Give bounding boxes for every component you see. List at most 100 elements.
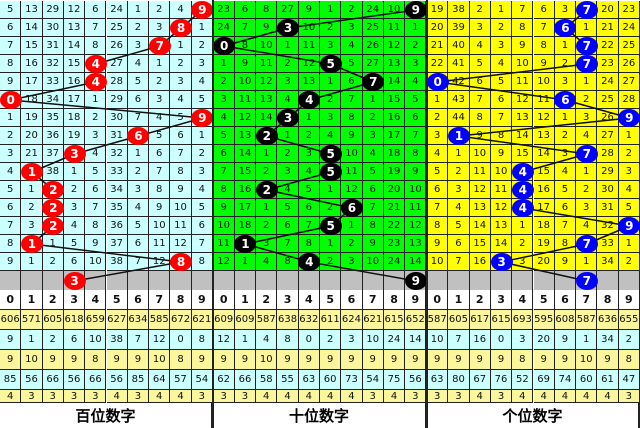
stat-cell: 74: [554, 370, 577, 390]
stat-cell: 621: [191, 310, 213, 330]
omission-cell: 7: [213, 163, 235, 181]
omission-cell: 5: [277, 199, 299, 217]
omission-cell: 11: [533, 91, 555, 109]
omission-cell: 2: [63, 181, 86, 199]
stat-cell: 3: [127, 390, 150, 403]
omission-cell: 9: [256, 19, 278, 37]
stat-cell: 672: [170, 310, 192, 330]
omission-cell: 12: [341, 181, 363, 199]
omission-cell: 1: [127, 145, 150, 163]
omission-cell: 1: [448, 145, 470, 163]
omission-cell: 3: [427, 127, 449, 145]
omission-cell: 4: [448, 199, 470, 217]
stat-cell: 4: [554, 390, 577, 403]
omission-cell: 10: [490, 163, 513, 181]
stat-cell: 7: [448, 330, 470, 350]
omission-cell: 4: [277, 91, 299, 109]
digit-header: 3: [277, 290, 299, 310]
omission-cell: 13: [298, 73, 320, 91]
omission-cell: 10: [512, 55, 534, 73]
omission-cell: 6: [298, 199, 320, 217]
omission-cell: 42: [448, 73, 470, 91]
forecast-cell: [427, 271, 449, 291]
omission-cell: 9: [213, 199, 235, 217]
stat-cell: 4: [298, 390, 320, 403]
omission-cell: 5: [127, 217, 150, 235]
omission-cell: 6: [63, 253, 86, 271]
omission-cell: 15: [533, 163, 555, 181]
omission-cell: 5: [554, 181, 577, 199]
omission-cell: 3: [277, 73, 299, 91]
omission-cell: 15: [469, 235, 491, 253]
omission-cell: 1: [554, 109, 577, 127]
omission-cell: 2: [554, 127, 577, 145]
stat-cell: 55: [277, 370, 299, 390]
stat-cell: 56: [63, 370, 86, 390]
omission-cell: 17: [63, 91, 86, 109]
stat-cell: 9: [0, 350, 22, 370]
omission-cell: 3: [277, 163, 299, 181]
omission-cell: 19: [427, 1, 449, 19]
omission-cell: 14: [405, 253, 427, 271]
omission-cell: 6: [533, 1, 555, 19]
stat-cell: 10: [576, 350, 598, 370]
draw-ball: 7: [575, 55, 598, 73]
omission-cell: 8: [170, 163, 192, 181]
omission-cell: 1: [576, 163, 598, 181]
digit-header: 9: [405, 290, 427, 310]
omission-cell: 4: [277, 181, 299, 199]
omission-cell: 4: [256, 253, 278, 271]
omission-cell: 5: [490, 73, 513, 91]
stat-cell: 9: [448, 350, 470, 370]
stat-cell: 9: [106, 350, 128, 370]
draw-ball: 7: [575, 37, 598, 55]
omission-cell: 7: [469, 91, 491, 109]
stat-cell: 64: [149, 370, 171, 390]
omission-cell: 22: [597, 37, 619, 55]
stat-cell: 3: [234, 390, 257, 403]
omission-cell: 2: [0, 127, 22, 145]
forecast-cell: [149, 271, 171, 291]
stat-cell: 67: [469, 370, 491, 390]
omission-cell: 4: [576, 127, 598, 145]
omission-cell: 24: [362, 1, 384, 19]
stat-cell: 605: [448, 310, 470, 330]
omission-cell: 24: [618, 19, 640, 37]
omission-cell: 6: [362, 181, 384, 199]
omission-cell: 2: [576, 181, 598, 199]
stat-cell: 9: [362, 350, 384, 370]
stat-cell: 9: [427, 350, 449, 370]
stat-cell: 9: [298, 350, 320, 370]
stat-cell: 16: [469, 330, 491, 350]
omission-cell: 9: [170, 181, 192, 199]
omission-cell: 2: [320, 199, 342, 217]
omission-cell: 1: [277, 127, 299, 145]
omission-cell: 8: [85, 37, 107, 55]
omission-cell: 24: [213, 19, 235, 37]
forecast-cell: [191, 271, 213, 291]
omission-cell: 19: [533, 235, 555, 253]
omission-cell: 2: [576, 91, 598, 109]
forecast-cell: [42, 271, 64, 291]
omission-cell: 2: [554, 55, 577, 73]
omission-cell: 20: [533, 253, 555, 271]
omission-cell: 33: [597, 235, 619, 253]
omission-cell: 3: [191, 163, 213, 181]
omission-cell: 4: [341, 37, 363, 55]
stat-cell: 38: [106, 330, 128, 350]
omission-cell: 5: [448, 217, 470, 235]
stat-cell: 10: [256, 350, 278, 370]
omission-cell: 13: [533, 127, 555, 145]
stat-cell: 609: [234, 310, 257, 330]
omission-cell: 9: [0, 73, 22, 91]
omission-cell: 34: [42, 91, 64, 109]
stat-cell: 605: [42, 310, 64, 330]
digit-header: 5: [533, 290, 555, 310]
stat-cell: 66: [234, 370, 257, 390]
omission-cell: 16: [383, 109, 406, 127]
omission-cell: 8: [554, 235, 577, 253]
omission-cell: 44: [448, 109, 470, 127]
omission-cell: 23: [597, 55, 619, 73]
stat-cell: 85: [0, 370, 22, 390]
omission-cell: 4: [127, 199, 150, 217]
